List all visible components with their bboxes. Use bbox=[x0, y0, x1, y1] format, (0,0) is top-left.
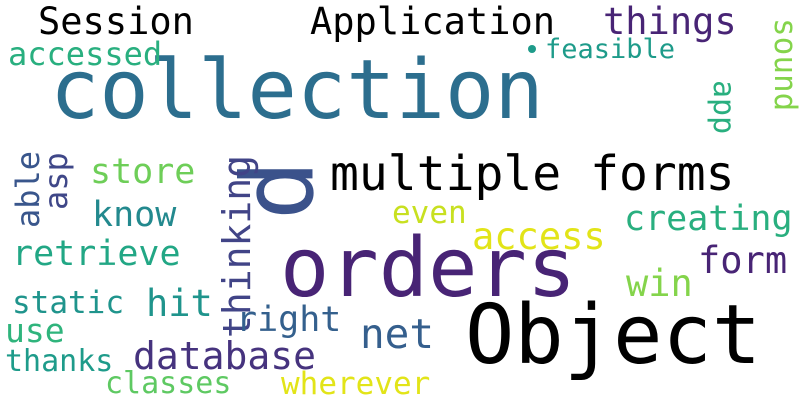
word-creating: creating bbox=[624, 199, 793, 239]
word-orders: orders bbox=[280, 221, 577, 316]
word-access: access bbox=[472, 215, 606, 258]
word-app: app bbox=[706, 80, 741, 135]
dot-mark bbox=[528, 45, 536, 53]
word-win: win bbox=[626, 262, 693, 305]
word-retrieve: retrieve bbox=[12, 234, 181, 274]
word-accessed: accessed bbox=[8, 35, 163, 73]
word-feasible: feasible bbox=[545, 34, 676, 65]
word-sound: sound bbox=[767, 18, 800, 112]
word-multiple-forms: multiple forms bbox=[330, 146, 735, 202]
word-things: things bbox=[603, 0, 737, 43]
word-application: Application bbox=[310, 0, 556, 43]
word-collection: collection bbox=[50, 43, 544, 138]
word-thanks: thanks bbox=[5, 344, 114, 379]
word-object: Object bbox=[465, 288, 762, 383]
word-asp: asp bbox=[37, 152, 75, 210]
word-net: net bbox=[360, 310, 435, 358]
word-database: database bbox=[133, 334, 317, 378]
word-right: right bbox=[236, 300, 342, 340]
word-store: store bbox=[90, 152, 196, 192]
word-wherever: wherever bbox=[281, 366, 431, 400]
word-even: even bbox=[392, 195, 467, 231]
dot-circle bbox=[528, 45, 536, 53]
word-static: static bbox=[12, 285, 124, 321]
word-use: use bbox=[5, 311, 65, 350]
word-hit: hit bbox=[146, 282, 213, 325]
word-form: form bbox=[698, 239, 788, 282]
word-session: Session bbox=[38, 0, 194, 43]
word-know: know bbox=[92, 195, 177, 235]
word-classes: classes bbox=[105, 366, 232, 400]
